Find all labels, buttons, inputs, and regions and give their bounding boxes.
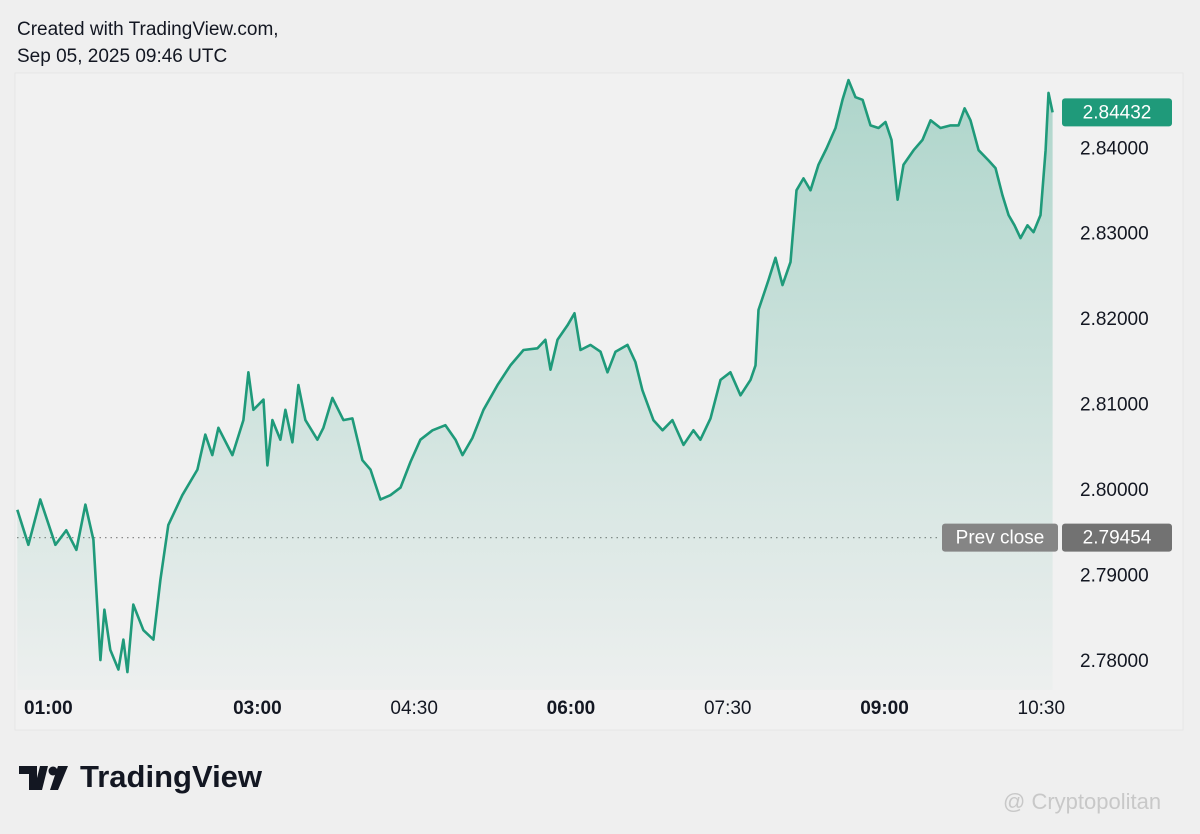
logo-icon-2 (50, 766, 68, 790)
brand-logo (19, 766, 68, 790)
y-tick-label: 2.80000 (1080, 480, 1149, 501)
logo-dot (48, 766, 58, 776)
x-tick-label: 06:00 (547, 698, 596, 719)
y-tick-label: 2.79000 (1080, 565, 1149, 586)
watermark: @ Cryptopolitan (1003, 789, 1161, 814)
x-tick-label: 01:00 (24, 698, 73, 719)
last-price-label: 2.84432 (1083, 102, 1152, 123)
y-tick-label: 2.78000 (1080, 651, 1149, 672)
price-line (16, 78, 1054, 674)
x-tick-label: 03:00 (233, 698, 282, 719)
x-tick-label: 10:30 (1018, 698, 1066, 719)
brand-name: TradingView (80, 759, 263, 794)
x-tick-label: 07:30 (704, 698, 752, 719)
last-price-tag (1062, 98, 1172, 127)
header-line-2: Sep 05, 2025 09:46 UTC (17, 46, 227, 67)
prev-close-tag (942, 523, 1058, 552)
y-tick-label: 2.83000 (1080, 224, 1149, 245)
prev-close-value: 2.79454 (1083, 528, 1152, 549)
prev-close-label: Prev close (956, 528, 1045, 549)
y-tick-label: 2.84000 (1080, 138, 1149, 159)
x-tick-label: 09:00 (860, 698, 909, 719)
prev-close-value-tag (1062, 523, 1172, 552)
header-line-1: Created with TradingView.com, (17, 19, 279, 40)
logo-icon (19, 766, 48, 790)
x-tick-label: 04:30 (390, 698, 438, 719)
y-tick-label: 2.81000 (1080, 395, 1149, 416)
y-tick-label: 2.82000 (1080, 309, 1149, 330)
